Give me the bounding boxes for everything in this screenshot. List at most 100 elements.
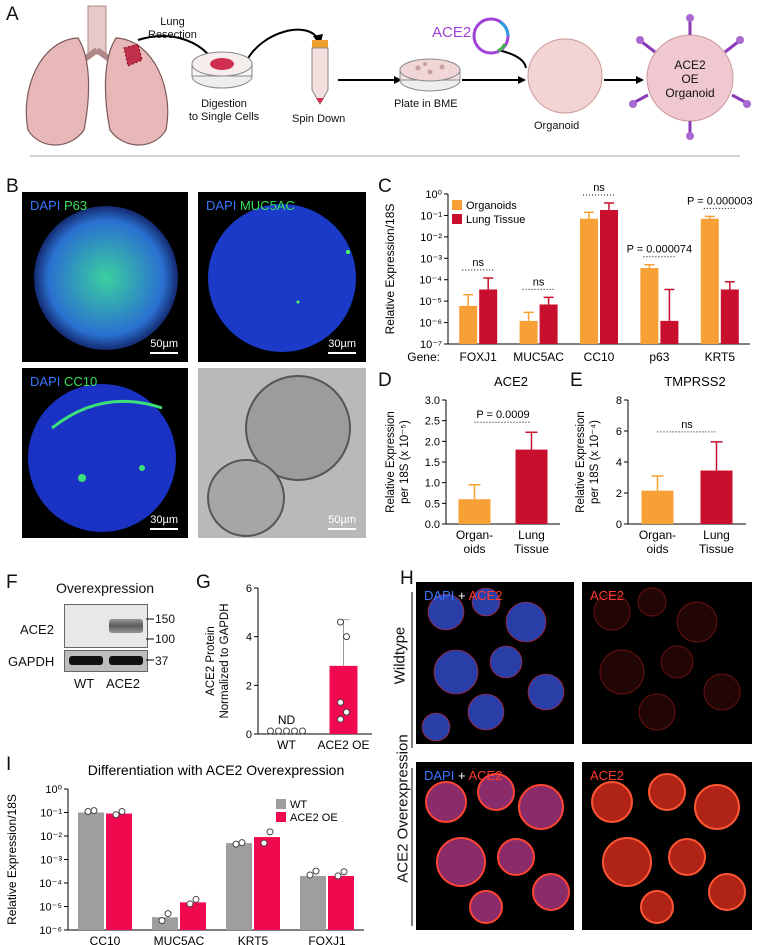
- centrifuge-tube-icon: [311, 40, 329, 106]
- blot-row-label-gapdh: GAPDH: [8, 654, 55, 669]
- y-tick-label: 10⁻⁷: [420, 339, 442, 351]
- sig-annotation: ns: [472, 257, 484, 269]
- organoid-image-brightfield: [207, 375, 351, 537]
- lung-resection-label: Lung Resection: [148, 16, 197, 41]
- scale-bar: 30µm: [328, 338, 356, 354]
- bar-organoids: [519, 320, 538, 344]
- data-point: [158, 917, 166, 925]
- legend-label: WT: [290, 799, 307, 811]
- bar: [641, 490, 674, 524]
- bar-ace2-oe: [328, 875, 354, 930]
- data-point: [232, 840, 240, 848]
- x-tick-label-line1: Organ-: [639, 528, 676, 542]
- y-axis-title: Relative Expression/18S: [5, 794, 19, 925]
- x-tick-label: WT: [277, 738, 296, 752]
- panel-label-c: C: [378, 176, 392, 197]
- sig-annotation: P = 0.000074: [627, 244, 693, 256]
- chart-d: 0.0 0.5 1.0 1.5 2.0 2.5 3.0 ACE2 Relative Expres…: [385, 374, 560, 556]
- panel-label-h: H: [400, 568, 414, 589]
- h-row-label-wildtype: Wildtype: [391, 626, 409, 685]
- data-point: [266, 828, 274, 836]
- y-tick-label: 10⁻⁶: [39, 925, 62, 937]
- bar-organoids: [580, 218, 598, 344]
- y-tick-label: 10⁻³: [40, 855, 62, 867]
- y-tick-label: 8: [616, 395, 622, 407]
- y-tick-label: 2.5: [425, 416, 440, 428]
- y-tick-label: 2.0: [425, 436, 440, 448]
- chart-title: Differentiation with ACE2 Overexpression: [88, 762, 345, 778]
- legend-label: ACE2 OE: [290, 812, 338, 824]
- x-tick-label: CC10: [584, 350, 615, 364]
- data-point: [299, 727, 306, 735]
- y-tick-label: 2: [616, 488, 622, 500]
- micrograph-cc10: DAPI CC10 30µm: [22, 368, 188, 538]
- panel-label-e: E: [570, 370, 583, 391]
- panel-label-f: F: [6, 572, 18, 593]
- x-tick-label-line2: oids: [463, 542, 485, 556]
- blot-row-label-ace2: ACE2: [20, 622, 54, 637]
- y-tick-label: 10⁻³: [420, 253, 442, 265]
- micrograph-brightfield: 50µm: [198, 368, 366, 538]
- x-tick-label: MUC5AC: [513, 350, 564, 364]
- micrograph-p63: DAPI P63 50µm: [22, 192, 188, 362]
- data-point: [340, 868, 348, 876]
- y-tick-label: 2: [246, 680, 252, 692]
- y-tick-label: 4: [246, 632, 252, 644]
- organoid-image-cc10: [28, 384, 176, 532]
- data-point: [312, 867, 320, 875]
- ace2-plasmid-label: ACE2: [432, 24, 472, 41]
- h-oe-ace2: ACE2: [582, 762, 752, 930]
- bar-lung-tissue: [720, 289, 739, 344]
- bar-lung-tissue: [539, 304, 558, 344]
- sig-annotation: ns: [681, 419, 693, 431]
- bar-lung-tissue: [479, 289, 498, 344]
- y-tick-label: 10⁻⁴: [419, 275, 442, 287]
- plasmid-icon: [472, 17, 510, 55]
- blot-ace2-band: [64, 604, 148, 648]
- blot-marker-100: 100: [155, 632, 176, 646]
- data-point: [164, 910, 172, 918]
- x-tick-label-line2: Tissue: [699, 542, 734, 556]
- data-point: [343, 708, 350, 716]
- sig-annotation: P = 0.0009: [476, 409, 529, 421]
- bar-ace2-oe: [180, 902, 206, 930]
- panel-a: A: [0, 0, 758, 160]
- organoid-image-p63: [34, 206, 178, 350]
- h-wt-ace2: ACE2: [582, 582, 752, 744]
- legend-swatch: [452, 214, 462, 224]
- panel-label-g: G: [196, 572, 211, 593]
- x-tick-label: ACE2 OE: [317, 738, 369, 752]
- y-axis-title-line2: per 18S (x 10⁻⁴): [589, 420, 601, 504]
- y-tick-label: 10⁻¹: [40, 808, 62, 820]
- legend-swatch: [276, 812, 286, 822]
- data-point: [337, 618, 344, 626]
- x-tick-label-line1: Organ-: [456, 528, 493, 542]
- y-tick-label: 10⁻⁴: [39, 878, 62, 890]
- blot-lane-wt: WT: [74, 676, 95, 691]
- bar-wt: [226, 843, 252, 930]
- bar-wt: [300, 875, 326, 930]
- data-point: [186, 900, 194, 908]
- data-point: [192, 895, 200, 903]
- x-tick-label: MUC5AC: [154, 934, 205, 945]
- data-point: [267, 727, 274, 735]
- y-axis-title-line1: ACE2 Protein: [205, 626, 217, 696]
- data-point: [238, 839, 246, 847]
- y-tick-label: 10⁰: [45, 784, 62, 796]
- bar-ace2-oe: [254, 837, 280, 930]
- culture-dish-icon: [191, 51, 253, 89]
- panel-label-d: D: [378, 370, 392, 391]
- x-axis-title: Gene:: [407, 350, 440, 364]
- x-tick-label: CC10: [90, 934, 121, 945]
- bar-ace2-oe: [106, 813, 132, 930]
- y-axis-title: Relative Expression/18S: [383, 204, 397, 335]
- panel-label-a: A: [6, 4, 19, 25]
- y-tick-label: 1.5: [425, 457, 440, 469]
- bar-lung-tissue: [600, 209, 618, 344]
- scale-bar: 30µm: [150, 514, 178, 530]
- y-tick-label: 6: [616, 426, 622, 438]
- micrograph-muc5ac: DAPI MUC5AC 30µm: [198, 192, 366, 362]
- bme-plate-icon: [399, 58, 461, 92]
- data-point: [334, 872, 342, 880]
- scale-bar: 50µm: [150, 338, 178, 354]
